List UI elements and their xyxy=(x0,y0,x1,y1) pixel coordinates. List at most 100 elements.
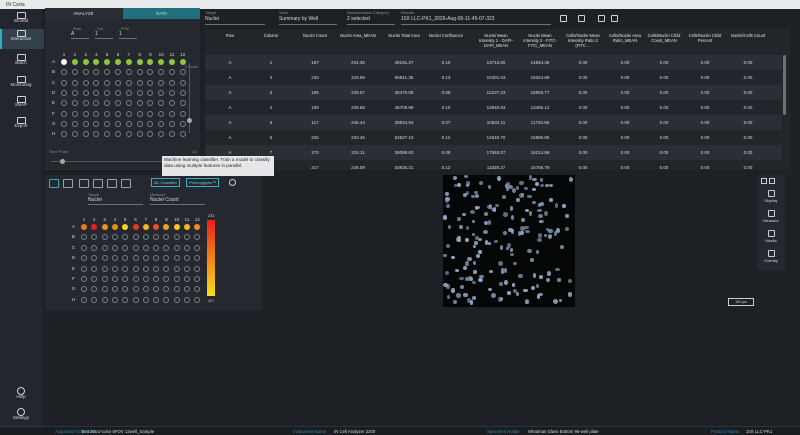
nav-icon[interactable] xyxy=(17,117,26,124)
well[interactable] xyxy=(184,276,190,282)
well[interactable] xyxy=(173,255,180,262)
scrollbar[interactable] xyxy=(783,55,786,115)
well[interactable] xyxy=(82,79,89,86)
well[interactable] xyxy=(142,286,149,293)
nav-item[interactable]: SNAP xyxy=(14,102,28,107)
well[interactable] xyxy=(132,234,139,241)
tool-icon[interactable] xyxy=(768,250,775,257)
well[interactable] xyxy=(125,131,132,138)
well[interactable] xyxy=(136,79,143,86)
well[interactable] xyxy=(111,244,118,251)
well[interactable] xyxy=(132,224,139,230)
well[interactable] xyxy=(93,131,100,138)
well[interactable] xyxy=(179,100,186,107)
well[interactable] xyxy=(194,265,201,272)
nav-item[interactable]: Batch xyxy=(15,60,27,65)
well[interactable] xyxy=(101,224,108,230)
view-icon[interactable] xyxy=(79,179,89,188)
well[interactable] xyxy=(163,265,170,272)
well[interactable] xyxy=(104,69,111,76)
well[interactable] xyxy=(147,100,154,107)
well[interactable] xyxy=(147,69,154,76)
well[interactable] xyxy=(81,224,87,230)
well[interactable] xyxy=(184,296,190,303)
well[interactable] xyxy=(82,100,89,107)
well[interactable] xyxy=(82,69,89,76)
nav-item[interactable]: Monitoring xyxy=(10,82,32,87)
well[interactable] xyxy=(91,265,98,272)
well[interactable] xyxy=(184,286,190,293)
well[interactable] xyxy=(71,110,78,117)
well[interactable] xyxy=(61,131,67,138)
well[interactable] xyxy=(91,286,98,293)
well[interactable] xyxy=(163,244,170,251)
table-row[interactable] xyxy=(205,100,782,115)
tool-icon[interactable] xyxy=(761,178,767,184)
well[interactable] xyxy=(122,255,129,262)
well[interactable] xyxy=(93,120,100,127)
well[interactable] xyxy=(71,79,78,86)
well[interactable] xyxy=(125,79,132,86)
well[interactable] xyxy=(194,224,201,230)
tool-label[interactable]: Overlay xyxy=(764,258,778,263)
nav-item[interactable]: Settings xyxy=(12,415,30,420)
well[interactable] xyxy=(153,265,160,272)
well[interactable] xyxy=(115,131,121,138)
panel-button[interactable]: Phenoglyphs™ xyxy=(186,178,220,187)
well[interactable] xyxy=(111,234,118,241)
well[interactable] xyxy=(111,296,118,303)
selector[interactable]: 2 selected xyxy=(347,16,395,25)
tool-label[interactable]: Display xyxy=(764,198,778,203)
nav-item[interactable]: Interactive xyxy=(10,36,32,41)
time-knob[interactable] xyxy=(60,159,65,164)
well[interactable] xyxy=(163,234,170,241)
well[interactable] xyxy=(101,296,108,303)
table-row[interactable] xyxy=(205,130,782,145)
toolbar-icon[interactable] xyxy=(578,15,585,22)
z-knob[interactable] xyxy=(187,118,192,123)
toolbar-icon[interactable] xyxy=(560,15,567,22)
well[interactable] xyxy=(71,89,78,96)
well[interactable] xyxy=(93,89,100,96)
well[interactable] xyxy=(93,100,100,107)
well[interactable] xyxy=(93,59,100,65)
well[interactable] xyxy=(158,69,165,76)
well[interactable] xyxy=(115,69,121,76)
well[interactable] xyxy=(173,244,180,251)
well[interactable] xyxy=(91,244,98,251)
well[interactable] xyxy=(158,131,165,138)
well[interactable] xyxy=(194,234,201,241)
well[interactable] xyxy=(122,224,129,230)
well[interactable] xyxy=(169,89,175,96)
tab[interactable]: DATA xyxy=(123,8,200,19)
well[interactable] xyxy=(163,276,170,282)
well[interactable] xyxy=(61,79,67,86)
well[interactable] xyxy=(153,255,160,262)
well[interactable] xyxy=(173,276,180,282)
well[interactable] xyxy=(104,100,111,107)
well[interactable] xyxy=(115,120,121,127)
well[interactable] xyxy=(153,234,160,241)
table-row[interactable] xyxy=(205,145,782,160)
selector[interactable]: 1 xyxy=(95,31,113,39)
well[interactable] xyxy=(104,59,111,65)
well[interactable] xyxy=(82,120,89,127)
tool-icon[interactable] xyxy=(768,210,775,217)
selector[interactable]: A xyxy=(71,31,89,39)
well[interactable] xyxy=(125,110,132,117)
well[interactable] xyxy=(173,265,180,272)
well[interactable] xyxy=(184,234,190,241)
well[interactable] xyxy=(82,59,89,65)
nav-item[interactable]: Export xyxy=(14,123,28,128)
well[interactable] xyxy=(71,100,78,107)
well[interactable] xyxy=(142,224,149,230)
nav-icon[interactable] xyxy=(17,408,25,416)
well[interactable] xyxy=(153,296,160,303)
well[interactable] xyxy=(81,286,87,293)
well[interactable] xyxy=(71,69,78,76)
table-row[interactable] xyxy=(205,85,782,100)
well[interactable] xyxy=(136,89,143,96)
well[interactable] xyxy=(91,296,98,303)
well[interactable] xyxy=(136,110,143,117)
nav-item[interactable]: Workbl xyxy=(14,18,28,23)
